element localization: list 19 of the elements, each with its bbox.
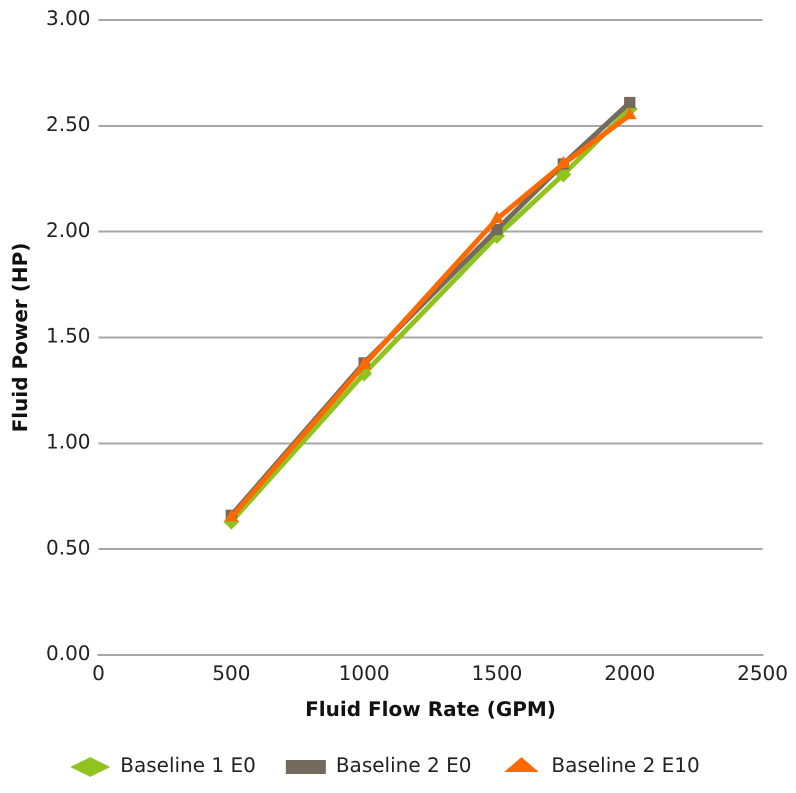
y-tick-label: 0.00: [46, 641, 91, 666]
x-tick-label: 1500: [471, 661, 522, 686]
x-axis-title: Fluid Flow Rate (GPM): [305, 697, 556, 722]
x-tick-label: 500: [212, 661, 250, 686]
y-tick-label: 2.50: [46, 112, 91, 136]
x-tick-label: 2500: [737, 661, 788, 686]
point: [624, 96, 636, 108]
y-tick-label: 2.00: [46, 218, 91, 242]
legend-label: Baseline 2 E0: [336, 753, 472, 778]
x-tick-label: 0: [92, 661, 105, 686]
y-tick-label: 1.00: [46, 430, 91, 454]
legend-label: Baseline 2 E10: [551, 753, 700, 778]
y-tick-label: 1.50: [46, 324, 91, 348]
y-tick-label: 3.00: [46, 6, 91, 30]
x-tick-label: 2000: [604, 661, 656, 686]
x-tick-label: 1000: [338, 661, 390, 686]
legend-label: Baseline 1 E0: [120, 753, 256, 778]
y-axis-title: Fluid Power (HP): [8, 242, 32, 432]
y-tick-label: 0.50: [46, 535, 91, 560]
